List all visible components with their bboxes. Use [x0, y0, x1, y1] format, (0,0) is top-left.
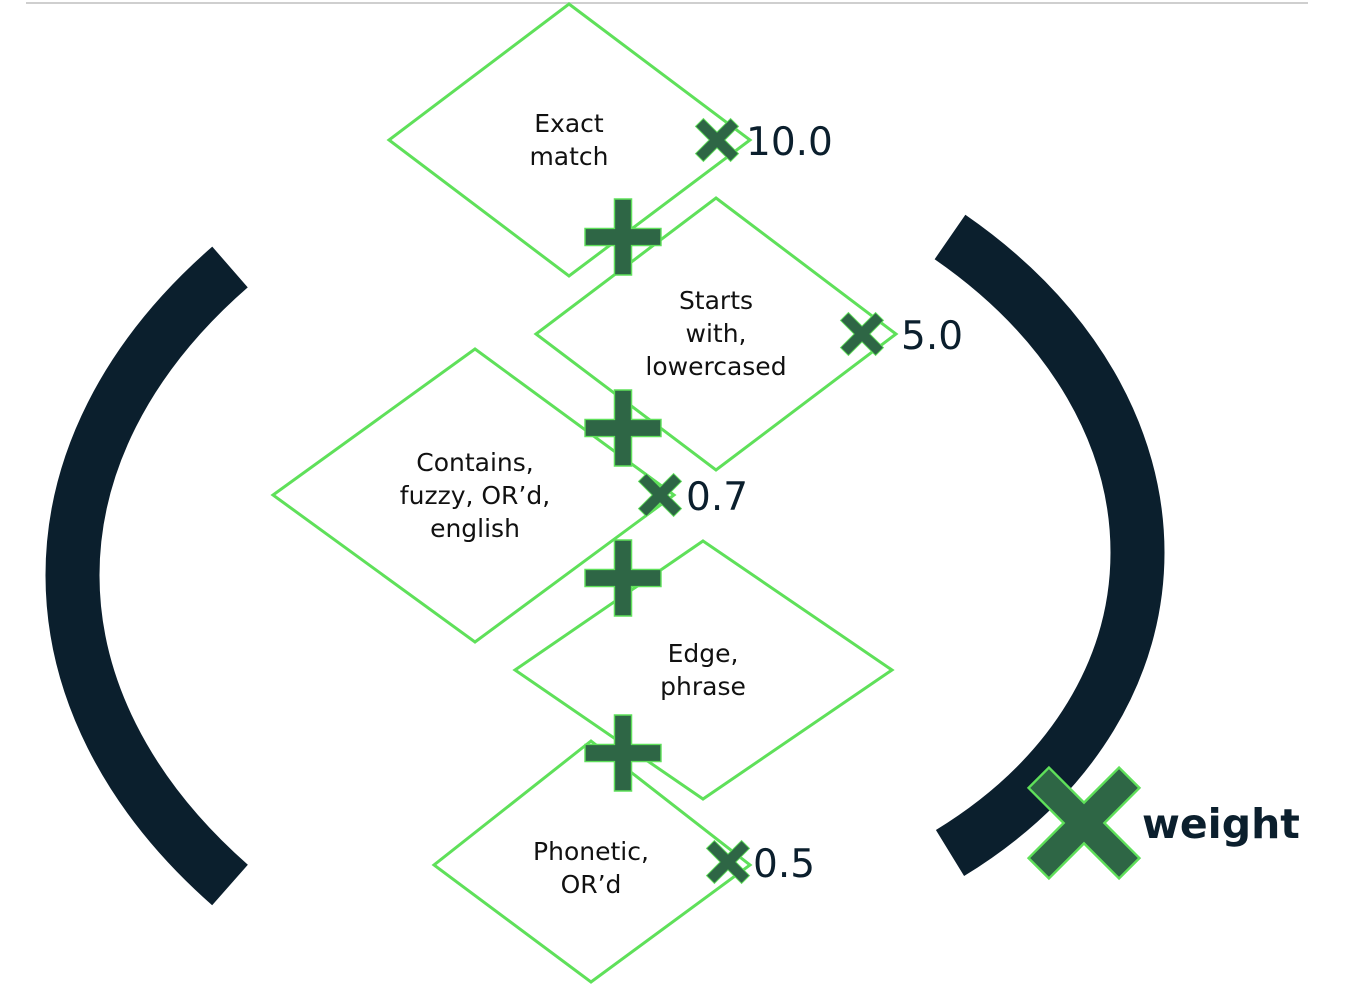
- stage-label: OR’d: [561, 870, 622, 899]
- stage-label: Edge,: [668, 639, 739, 668]
- stage-label: english: [430, 514, 520, 543]
- stage-contains-fuzzy: Contains, fuzzy, OR’d, english: [270, 347, 677, 644]
- stage-label: Phonetic,: [533, 837, 649, 866]
- weight-label: weight: [1142, 800, 1300, 848]
- stage-phonetic: Phonetic, OR’d: [431, 739, 753, 984]
- stage-label: Contains,: [416, 448, 533, 477]
- right-parenthesis: [934, 214, 1165, 877]
- stage-diamond: [512, 539, 895, 801]
- weight-value: 0.7: [686, 475, 748, 520]
- left-parenthesis: [45, 246, 248, 906]
- stage-diamond: [431, 739, 753, 984]
- weight-value: 10.0: [746, 120, 833, 165]
- stage-label: fuzzy, OR’d,: [400, 481, 550, 510]
- stage-label: Starts: [679, 286, 753, 315]
- stage-label: phrase: [660, 672, 746, 701]
- weight-value: 0.5: [753, 842, 815, 887]
- stage-edge-phrase: Edge, phrase: [512, 539, 895, 801]
- stage-label: match: [529, 142, 608, 171]
- stage-label: with,: [686, 319, 747, 348]
- stage-diamond: [270, 347, 677, 644]
- stage-exact-match: Exact match: [386, 2, 753, 278]
- stage-diamond: [386, 2, 753, 278]
- stage-label: lowercased: [645, 352, 786, 381]
- weight-value: 5.0: [901, 314, 963, 359]
- stage-label: Exact: [534, 109, 604, 138]
